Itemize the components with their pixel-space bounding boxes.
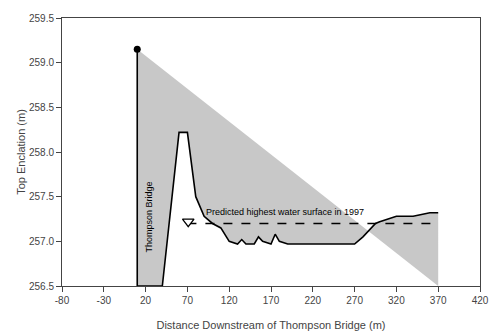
svg-text:70: 70 — [182, 295, 194, 306]
svg-text:257.5: 257.5 — [29, 191, 54, 202]
svg-text:258.0: 258.0 — [29, 147, 54, 158]
svg-text:Predicted highest water surfac: Predicted highest water surface in 1997 — [206, 207, 364, 217]
svg-text:259.5: 259.5 — [29, 13, 54, 24]
svg-text:270: 270 — [346, 295, 363, 306]
svg-text:320: 320 — [388, 295, 405, 306]
svg-text:220: 220 — [304, 295, 321, 306]
svg-text:258.5: 258.5 — [29, 102, 54, 113]
svg-text:-80: -80 — [55, 295, 70, 306]
svg-text:257.0: 257.0 — [29, 236, 54, 247]
svg-text:420: 420 — [472, 295, 489, 306]
svg-text:170: 170 — [263, 295, 280, 306]
svg-text:370: 370 — [430, 295, 447, 306]
svg-text:120: 120 — [221, 295, 238, 306]
svg-text:Thompson Bridge: Thompson Bridge — [144, 181, 154, 252]
svg-text:Distance Downstream of Thompso: Distance Downstream of Thompson Bridge (… — [156, 319, 385, 331]
svg-text:259.0: 259.0 — [29, 57, 54, 68]
svg-text:256.5: 256.5 — [29, 281, 54, 292]
svg-text:-30: -30 — [97, 295, 112, 306]
svg-text:Top Enclation (m): Top Enclation (m) — [15, 109, 27, 195]
svg-text:20: 20 — [140, 295, 152, 306]
